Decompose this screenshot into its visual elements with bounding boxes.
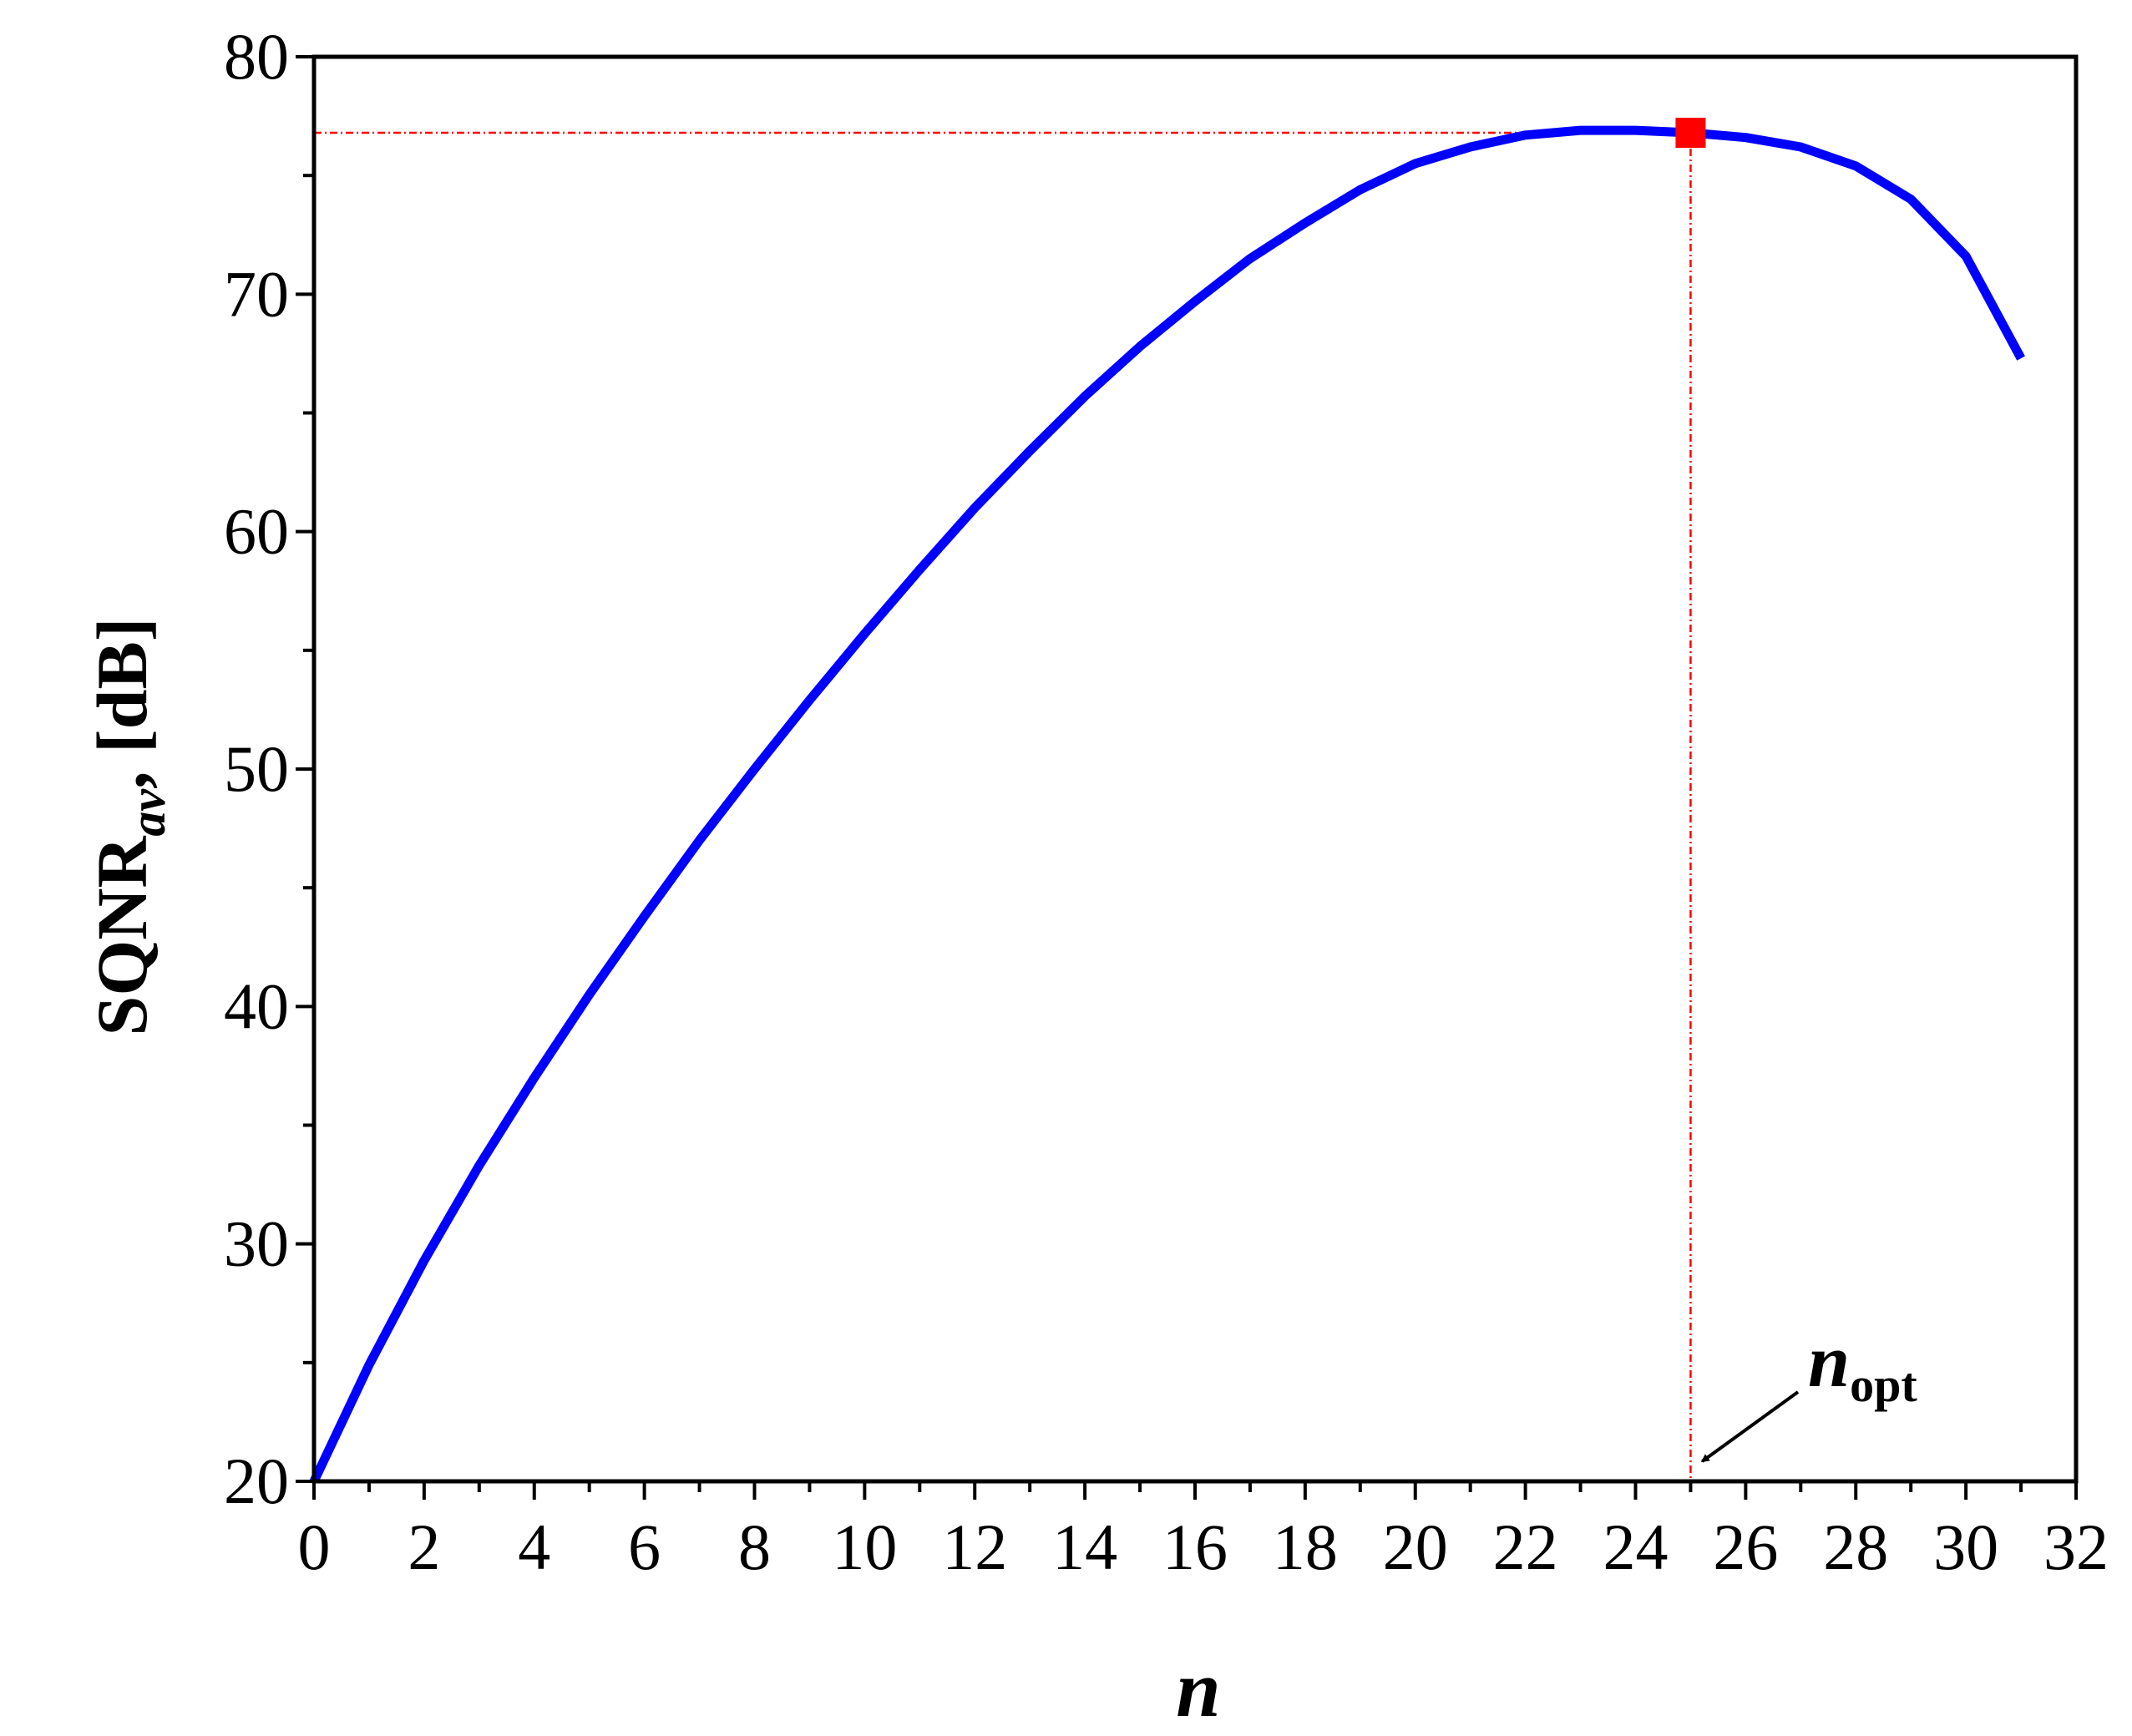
x-tick-label: 32 xyxy=(2043,1511,2109,1583)
x-tick-label: 12 xyxy=(942,1511,1007,1583)
x-tick-label: 10 xyxy=(832,1511,897,1583)
y-tick-label: 20 xyxy=(224,1445,289,1517)
x-tick-label: 20 xyxy=(1383,1511,1448,1583)
x-tick-label: 6 xyxy=(628,1511,661,1583)
x-tick-label: 26 xyxy=(1713,1511,1778,1583)
optimum-annotation: nopt xyxy=(1700,1320,1917,1463)
y-axis-title-main: SQNR xyxy=(82,836,162,1036)
optimum-label-main: n xyxy=(1808,1320,1850,1403)
x-tick-label: 8 xyxy=(738,1511,771,1583)
x-tick-label: 28 xyxy=(1823,1511,1888,1583)
x-axis-title: n xyxy=(1176,1644,1220,1733)
y-axis-title-comma: , xyxy=(82,753,162,789)
plot-frame xyxy=(311,54,2079,1484)
x-tick-label: 24 xyxy=(1603,1511,1669,1583)
y-axis-ticks: 20 30 40 50 60 70 80 xyxy=(224,20,314,1517)
y-axis-title-subscript: av xyxy=(120,788,175,837)
y-axis-title-unit: [dB] xyxy=(82,617,162,752)
series-layer xyxy=(310,125,2025,1484)
optimum-reference-lines xyxy=(314,131,1692,1481)
optimum-label-subscript: opt xyxy=(1850,1358,1917,1412)
optimum-arrow xyxy=(1700,1390,1800,1463)
x-tick-label: 14 xyxy=(1052,1511,1117,1583)
x-tick-label: 4 xyxy=(518,1511,550,1583)
y-tick-label: 30 xyxy=(224,1207,289,1280)
x-tick-label: 30 xyxy=(1933,1511,1998,1583)
x-tick-label: 2 xyxy=(408,1511,440,1583)
y-axis-title: SQNRav, [dB] xyxy=(82,617,175,1035)
x-axis-ticks: 0 2 4 6 8 10 12 14 16 18 20 22 24 26 28 30 32 xyxy=(298,1481,2109,1583)
y-tick-label: 40 xyxy=(224,969,289,1042)
x-tick-label: 0 xyxy=(298,1511,331,1583)
x-tick-label: 22 xyxy=(1493,1511,1558,1583)
x-tick-label: 16 xyxy=(1162,1511,1228,1583)
y-tick-label: 70 xyxy=(224,257,289,330)
y-tick-label: 50 xyxy=(224,732,289,805)
y-tick-label: 80 xyxy=(224,20,289,93)
optimum-marker xyxy=(1675,117,1706,148)
x-tick-label: 18 xyxy=(1273,1511,1338,1583)
y-tick-label: 60 xyxy=(224,495,289,568)
optimum-label: nopt xyxy=(1808,1320,1917,1412)
series-line xyxy=(310,125,2025,1484)
